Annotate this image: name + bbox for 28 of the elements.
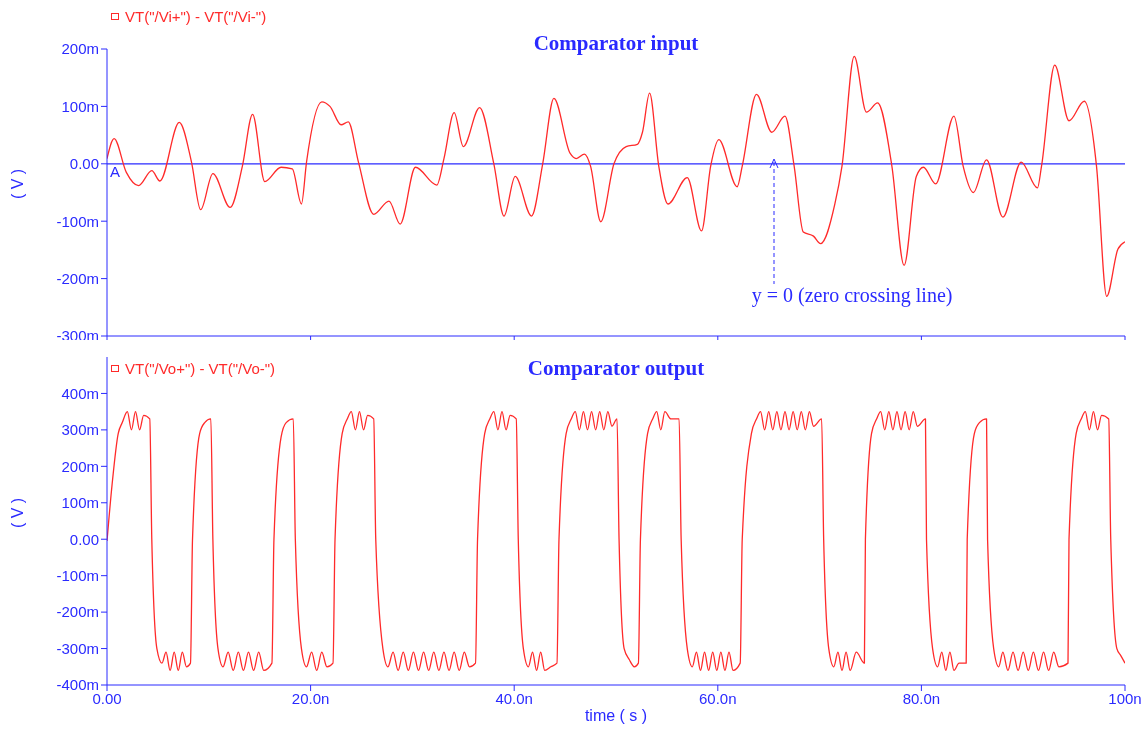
x-tick-label: 60.0n — [699, 689, 737, 707]
x-tick-label: 40.0n — [495, 689, 533, 707]
legend-label: VT("/Vi+") - VT("/Vi-") — [125, 8, 267, 25]
legend-label: VT("/Vo+") - VT("/Vo-") — [125, 360, 276, 377]
y-tick-label: -200m — [56, 269, 99, 287]
y-tick-label: 300m — [61, 421, 99, 439]
y-axis-title: ( V ) — [9, 168, 27, 200]
chart-title: Comparator input — [532, 31, 700, 56]
x-tick-label: 80.0n — [902, 689, 941, 707]
y-tick-label: 200m — [61, 40, 99, 58]
x-tick-label: 20.0n — [291, 689, 330, 707]
x-axis-title: time ( s ) — [583, 707, 649, 725]
y-tick-label: 200m — [61, 457, 99, 475]
y-tick-label: 0.00 — [69, 155, 99, 173]
y-tick-label: 100m — [61, 97, 99, 115]
y-tick-label: -100m — [56, 212, 99, 230]
y-tick-label: 100m — [61, 494, 99, 512]
line-series — [107, 411, 1125, 672]
annotation: y = 0 (zero crossing line) — [751, 283, 953, 307]
y-axis-title: ( V ) — [9, 497, 27, 528]
x-tick-label: 100n — [1108, 689, 1142, 707]
y-tick-label: -300m — [56, 639, 99, 657]
ref-line-label: A — [110, 163, 121, 181]
y-tick-label: 0.00 — [69, 530, 99, 548]
y-tick-label: -200m — [56, 603, 99, 621]
y-tick-label: 400m — [61, 384, 99, 402]
y-tick-label: -100m — [56, 566, 99, 584]
chart-title: Comparator output — [527, 356, 705, 380]
